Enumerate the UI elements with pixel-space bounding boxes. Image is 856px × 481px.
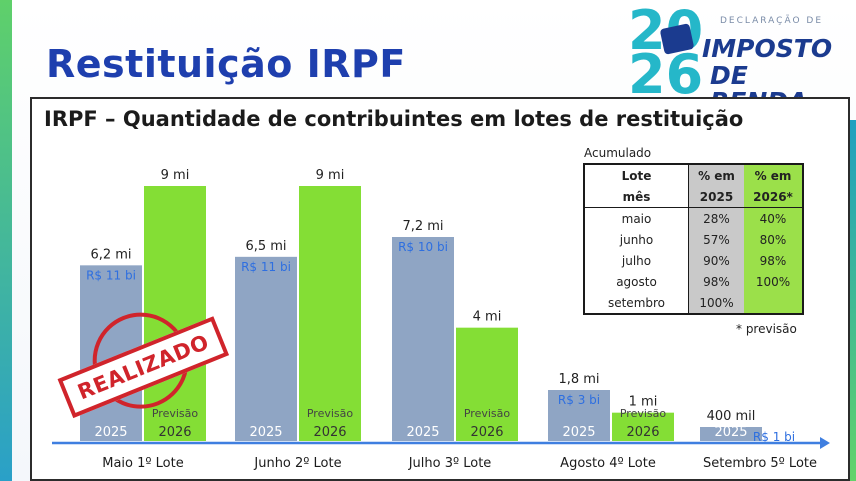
bar-value-label: 9 mi: [316, 168, 345, 183]
table-cell: agosto: [584, 271, 689, 292]
logo-declaracao-text: DECLARAÇÃO DE: [720, 16, 824, 26]
bar-2026: [456, 327, 518, 441]
category-label: Agosto 4º Lote: [560, 456, 656, 471]
table-cell: 98%: [688, 271, 744, 292]
table-header-cell: Lote: [584, 164, 689, 186]
table-cell: 100%: [688, 292, 744, 314]
bar-year-label: 2025: [406, 425, 439, 440]
table-caption: Acumulado: [584, 146, 652, 160]
table-cell: 40%: [744, 207, 803, 229]
bar-2026: [144, 186, 206, 441]
bar-amount-label: R$ 3 bi: [558, 393, 600, 407]
bar-value-label: 9 mi: [161, 168, 190, 183]
bar-value-label: 6,5 mi: [245, 239, 286, 254]
table-cell: [744, 292, 803, 314]
chart-title: IRPF – Quantidade de contribuintes em lo…: [44, 107, 744, 131]
bar-year-label: 2025: [562, 425, 595, 440]
category-label: Maio 1º Lote: [102, 456, 183, 471]
table-header-cell: 2026*: [744, 186, 803, 208]
logo-line1: IMPOSTO: [702, 34, 833, 63]
bar-2025: [700, 427, 762, 441]
table-header-cell: % em: [744, 164, 803, 186]
bar-value-label: 1,8 mi: [558, 372, 599, 387]
right-decorative-band: [848, 120, 856, 481]
bar-2025: [235, 256, 297, 441]
bar-value-label: 4 mi: [473, 310, 502, 325]
category-label: Junho 2º Lote: [253, 456, 341, 471]
table-row: setembro 100%: [584, 292, 803, 314]
bar-2026: [612, 412, 674, 441]
page-title: Restituição IRPF: [46, 42, 406, 86]
table-cell: maio: [584, 207, 689, 229]
table-cell: 100%: [744, 271, 803, 292]
bar-2025: [392, 237, 454, 441]
table-cell: setembro: [584, 292, 689, 314]
bar-year-label: 2026: [470, 425, 503, 440]
table-cell: 98%: [744, 250, 803, 271]
bar-year-label: 2026: [626, 425, 659, 440]
bar-year-label: 2025: [714, 425, 747, 440]
table-header-cell: mês: [584, 186, 689, 208]
accumulated-table: Lote % em % em mês 2025 2026* maio 28% 4…: [583, 163, 804, 315]
bar-forecast-prefix: Previsão: [307, 407, 354, 420]
bar-value-label: 6,2 mi: [90, 247, 131, 262]
table-row: julho 90% 98%: [584, 250, 803, 271]
bar-value-label: 7,2 mi: [402, 219, 443, 234]
bar-value-label: 1 mi: [629, 395, 658, 410]
table-header-row: mês 2025 2026*: [584, 186, 803, 208]
bar-year-label: 2026: [158, 425, 191, 440]
category-label: Julho 3º Lote: [408, 456, 492, 471]
table-header-row: Lote % em % em: [584, 164, 803, 186]
table-cell: 28%: [688, 207, 744, 229]
logo-year-bottom: 26: [628, 43, 704, 106]
table-header-cell: % em: [688, 164, 744, 186]
bar-forecast-prefix: Previsão: [620, 407, 667, 420]
table-cell: 90%: [688, 250, 744, 271]
bar-2025: [548, 390, 610, 441]
bar-forecast-prefix: Previsão: [152, 407, 199, 420]
table-cell: junho: [584, 229, 689, 250]
bar-2026: [299, 186, 361, 441]
forecast-note: * previsão: [736, 322, 797, 336]
bar-year-label: 2025: [94, 425, 127, 440]
table-cell: julho: [584, 250, 689, 271]
bar-amount-label: R$ 10 bi: [398, 240, 448, 254]
imposto-de-renda-logo: DECLARAÇÃO DE 20 26 IMPOSTO DE RENDA: [628, 4, 838, 115]
bar-value-label: 400 mil: [707, 409, 756, 424]
bar-amount-label: R$ 11 bi: [241, 260, 291, 274]
table-cell: 57%: [688, 229, 744, 250]
bar-amount-label: R$ 11 bi: [86, 268, 136, 282]
bar-forecast-prefix: Previsão: [464, 407, 511, 420]
x-axis-arrow-icon: [820, 437, 830, 449]
category-label: Setembro 5º Lote: [703, 456, 817, 471]
table-header-cell: 2025: [688, 186, 744, 208]
bar-amount-label: R$ 1 bi: [753, 430, 795, 444]
table-cell: 80%: [744, 229, 803, 250]
left-decorative-band: [0, 0, 12, 481]
table-row: junho 57% 80%: [584, 229, 803, 250]
bar-year-label: 2025: [249, 425, 282, 440]
bar-year-label: 2026: [313, 425, 346, 440]
table-row: agosto 98% 100%: [584, 271, 803, 292]
table-row: maio 28% 40%: [584, 207, 803, 229]
